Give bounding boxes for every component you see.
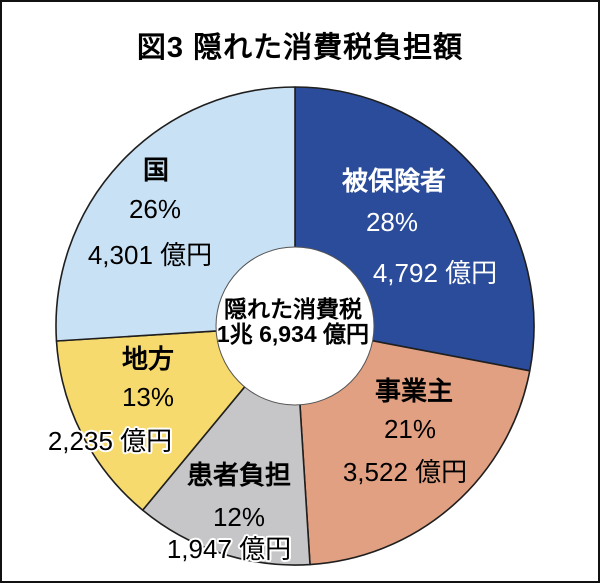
slice-amount-1: 3,522 億円 [342,457,468,487]
slice-percent-3: 13% [121,382,175,412]
slice-percent-2: 12% [212,502,266,532]
slice-amount-0: 4,792 億円 [372,258,498,288]
slice-amount-2: 1,947 億円 [166,534,292,564]
slice-name-3: 地方 [121,344,175,374]
chart-title: 図3 隠れた消費税負担額 [136,32,464,64]
slice-percent-1: 21% [383,414,437,444]
slice-percent-4: 26% [128,194,182,224]
slice-name-1: 事業主 [374,376,454,406]
center-label-line1: 隠れた消費税 [223,296,362,322]
pie-slice-1 [294,325,531,566]
slice-name-0: 被保険者 [341,166,447,196]
slice-amount-3: 2,235 億円 [47,426,173,456]
center-total-label: 隠れた消費税 1兆 6,934 億円 [217,297,369,347]
slice-name-4: 国 [142,155,170,185]
slice-name-2: 患者負担 [186,460,292,490]
slice-amount-4: 4,301 億円 [87,240,213,270]
center-label-line2: 1兆 6,934 億円 [216,321,370,347]
slice-percent-0: 28% [365,207,419,237]
donut-hole [215,246,375,406]
